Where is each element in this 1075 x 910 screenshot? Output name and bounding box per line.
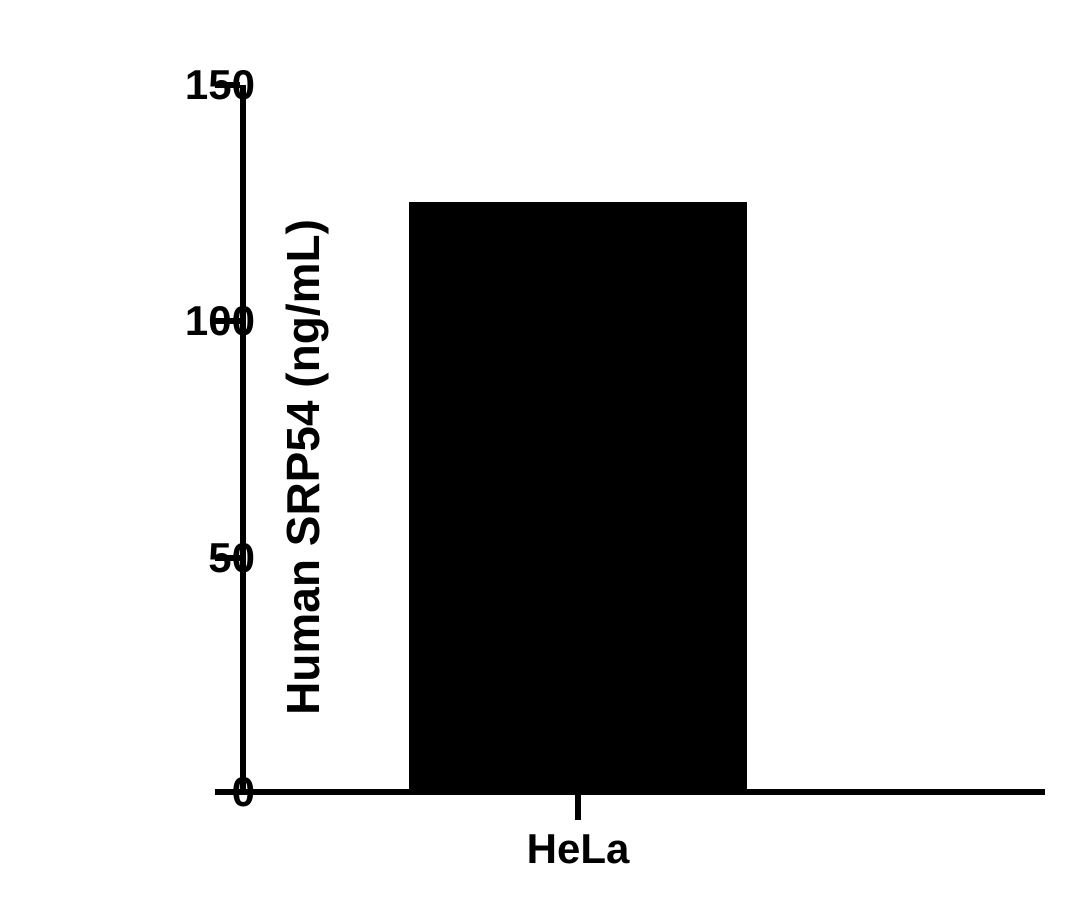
y-tick-label-0: 0 (232, 768, 255, 816)
y-tick-label-50: 50 (208, 534, 255, 582)
x-tick-label-hela: HeLa (527, 825, 630, 873)
y-tick-label-150: 150 (185, 61, 255, 109)
y-tick-label-100: 100 (185, 297, 255, 345)
x-tick-hela (575, 795, 581, 820)
y-axis-line (240, 85, 246, 795)
plot-area (240, 85, 1045, 795)
y-axis-title: Human SRP54 (ng/mL) (276, 219, 330, 715)
bar-hela (409, 202, 747, 789)
bar-chart: 150 100 50 0 Human SRP54 (ng/mL) HeLa (0, 0, 1075, 910)
x-axis-line (240, 789, 1045, 795)
